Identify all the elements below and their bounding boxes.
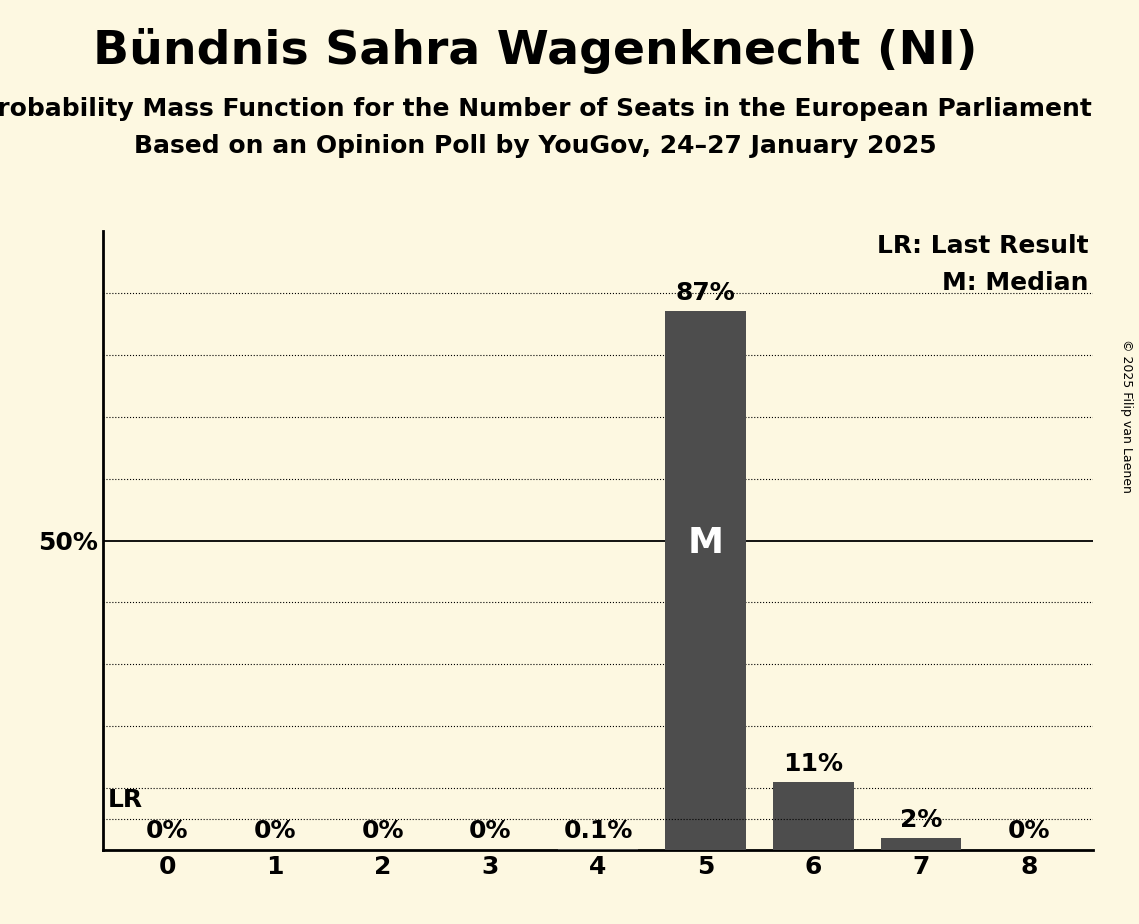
Text: 11%: 11% [784, 752, 843, 776]
Text: © 2025 Filip van Laenen: © 2025 Filip van Laenen [1121, 339, 1133, 492]
Text: M: Median: M: Median [942, 272, 1089, 296]
Bar [665, 311, 746, 850]
Text: LR: Last Result: LR: Last Result [877, 234, 1089, 258]
Text: 0%: 0% [146, 819, 188, 843]
Bar [880, 838, 961, 850]
Text: Bündnis Sahra Wagenknecht (NI): Bündnis Sahra Wagenknecht (NI) [93, 28, 977, 74]
Text: 0%: 0% [469, 819, 511, 843]
Text: 87%: 87% [675, 281, 736, 305]
Text: 0%: 0% [1008, 819, 1050, 843]
Text: 2%: 2% [900, 808, 942, 832]
Text: 0%: 0% [254, 819, 296, 843]
Text: M: M [688, 526, 723, 560]
Bar [773, 782, 854, 850]
Text: Probability Mass Function for the Number of Seats in the European Parliament: Probability Mass Function for the Number… [0, 97, 1092, 121]
Text: Based on an Opinion Poll by YouGov, 24–27 January 2025: Based on an Opinion Poll by YouGov, 24–2… [134, 134, 936, 158]
Text: LR: LR [108, 787, 144, 811]
Text: 0%: 0% [361, 819, 404, 843]
Text: 0.1%: 0.1% [564, 819, 632, 843]
